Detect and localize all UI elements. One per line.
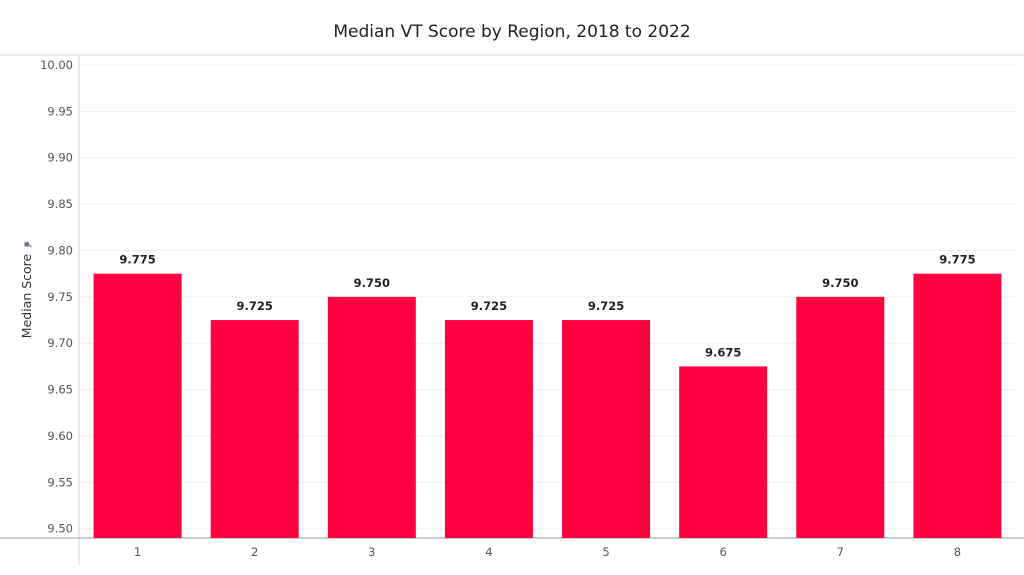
x-axis-ticks: 1 2 3 4 5 6 7 8 [134, 545, 961, 559]
pin-icon[interactable] [22, 240, 32, 249]
data-label: 9.725 [588, 299, 624, 313]
y-tick-label: 9.80 [47, 243, 73, 257]
x-tick-label: 7 [837, 545, 844, 559]
x-tick-label: 3 [368, 545, 375, 559]
y-tick-label: 9.50 [47, 522, 73, 536]
data-label: 9.775 [939, 253, 975, 267]
data-label: 9.775 [119, 253, 155, 267]
x-tick-label: 8 [954, 545, 961, 559]
bar[interactable] [444, 320, 533, 538]
y-tick-label: 9.60 [47, 429, 73, 443]
y-tick-label: 9.90 [47, 151, 73, 165]
x-tick-label: 1 [134, 545, 141, 559]
data-label: 9.750 [354, 276, 390, 290]
y-tick-label: 9.70 [47, 336, 73, 350]
y-tick-label: 9.95 [47, 104, 73, 118]
y-axis-ticks: 9.50 9.55 9.60 9.65 9.70 9.75 9.80 9.85 9.90 9.95… [40, 58, 73, 536]
y-tick-label: 10.00 [40, 58, 73, 72]
bar[interactable] [562, 320, 651, 538]
data-label: 9.750 [822, 276, 858, 290]
x-tick-label: 6 [720, 545, 727, 559]
data-labels: 9.775 9.725 9.750 9.725 9.725 9.675 9.750 9.775 [119, 253, 975, 360]
x-tick-label: 2 [251, 545, 258, 559]
bar[interactable] [796, 296, 885, 538]
x-tick-label: 5 [602, 545, 609, 559]
bar[interactable] [210, 320, 299, 538]
data-label: 9.675 [705, 345, 741, 359]
y-tick-label: 9.65 [47, 383, 73, 397]
bar[interactable] [679, 366, 768, 538]
y-tick-label: 9.75 [47, 290, 73, 304]
chart-title: Median VT Score by Region, 2018 to 2022 [333, 22, 690, 42]
y-tick-label: 9.85 [47, 197, 73, 211]
y-axis-title-group: Median Score [19, 240, 34, 338]
y-axis-title: Median Score [19, 253, 34, 338]
bar[interactable] [913, 273, 1002, 538]
data-label: 9.725 [236, 299, 272, 313]
y-tick-label: 9.55 [47, 475, 73, 489]
data-label: 9.725 [471, 299, 507, 313]
bar[interactable] [93, 273, 182, 538]
bar[interactable] [327, 296, 416, 538]
x-tick-label: 4 [485, 545, 492, 559]
bar-series [93, 273, 1002, 538]
